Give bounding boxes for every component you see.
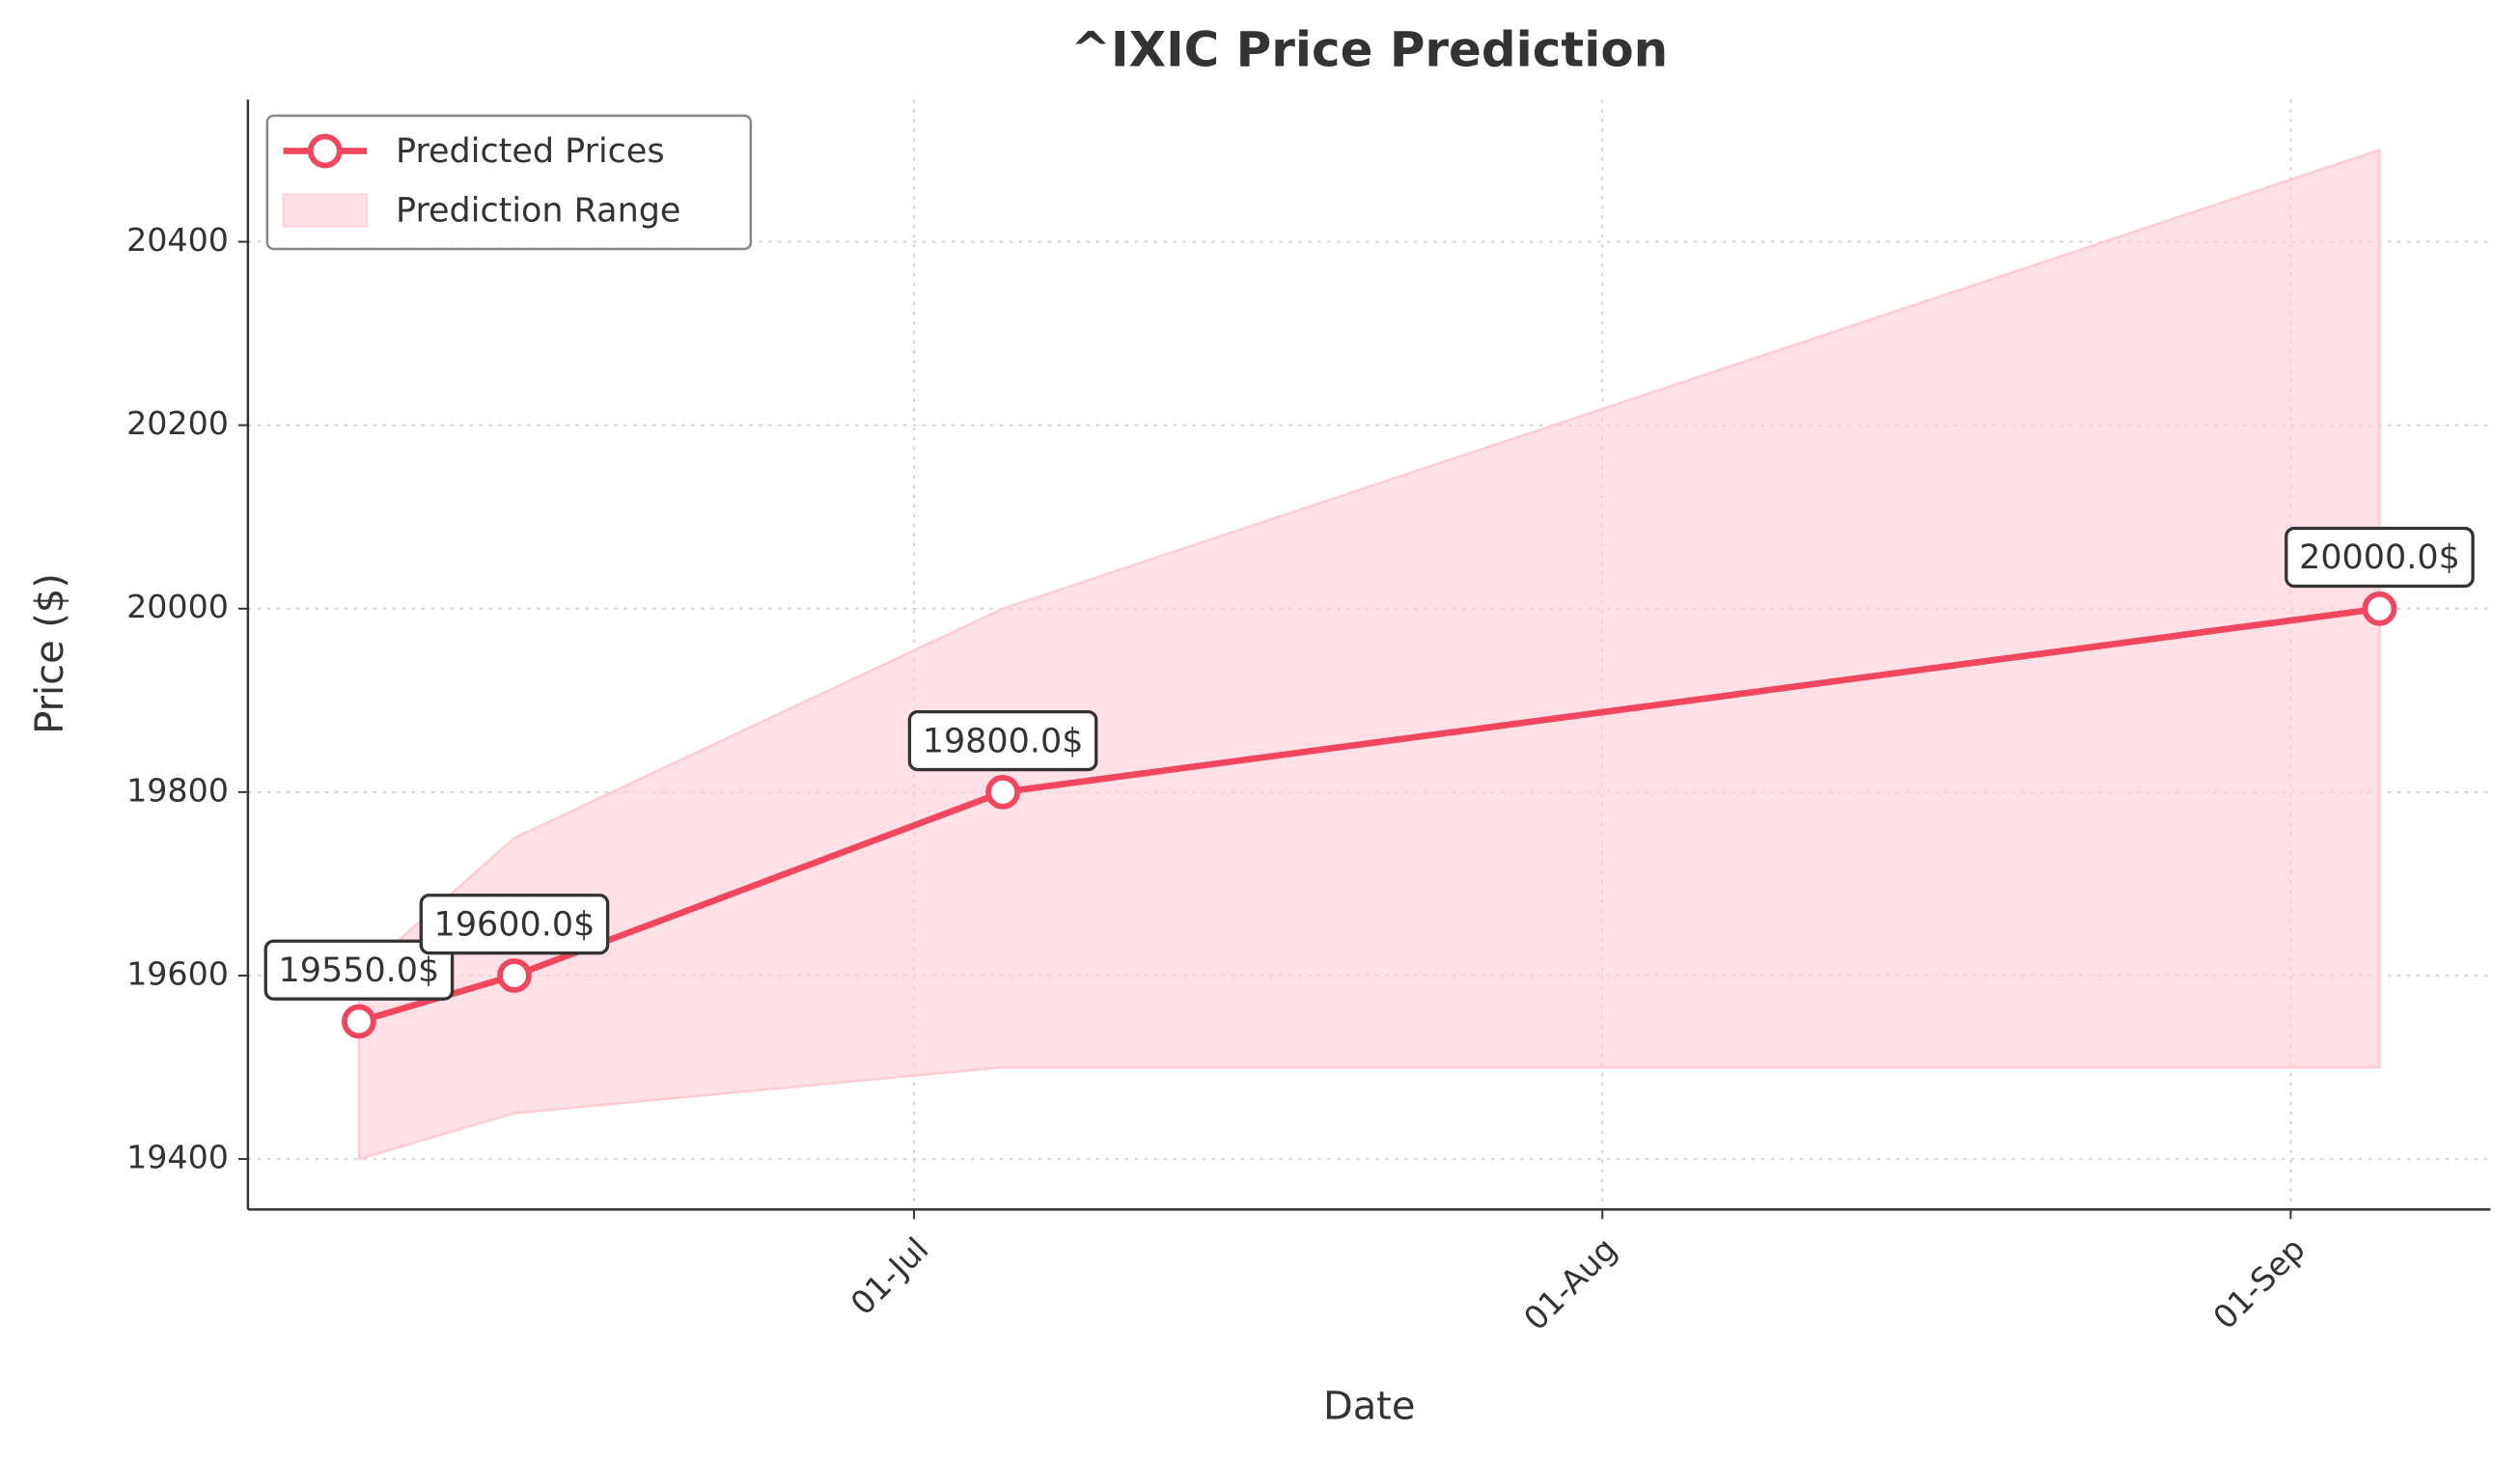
annotation-box bbox=[263, 939, 455, 1001]
annotation-box bbox=[907, 709, 1098, 772]
legend: Predicted Prices Prediction Range bbox=[265, 114, 753, 251]
prediction-range bbox=[357, 148, 2381, 1161]
legend-label: Prediction Range bbox=[396, 192, 680, 231]
legend-marker bbox=[307, 133, 343, 169]
x-tick-label: 01-Jul bbox=[844, 1230, 936, 1323]
legend-label: Predicted Prices bbox=[396, 132, 665, 171]
x-tick-label: 01-Aug bbox=[1516, 1230, 1623, 1337]
legend-swatch bbox=[282, 193, 368, 228]
price-marker bbox=[985, 774, 1020, 810]
value-annotation: 19550.0$ bbox=[263, 939, 455, 1001]
y-tick-label: 19600 bbox=[126, 954, 229, 992]
annotation-box bbox=[2285, 526, 2475, 589]
value-label: 20000.0$ bbox=[2299, 538, 2460, 577]
y-tick-label: 20400 bbox=[126, 221, 229, 259]
annotation-box bbox=[419, 894, 610, 955]
x-tick-label: 01-Sep bbox=[2205, 1230, 2312, 1336]
price-marker bbox=[497, 958, 532, 993]
value-label: 19600.0$ bbox=[434, 905, 595, 944]
chart-title: ^IXIC Price Prediction bbox=[1070, 21, 1668, 77]
legend-box bbox=[265, 114, 753, 251]
x-axis-label: Date bbox=[1323, 1385, 1415, 1429]
y-tick-label: 19800 bbox=[126, 771, 229, 809]
value-label: 19800.0$ bbox=[923, 722, 1084, 760]
value-label: 19550.0$ bbox=[279, 951, 440, 990]
price-marker bbox=[342, 1004, 376, 1039]
price-marker bbox=[2362, 591, 2397, 626]
value-annotation: 19800.0$ bbox=[907, 709, 1098, 772]
y-tick-label: 20200 bbox=[126, 404, 229, 442]
y-tick-label: 19400 bbox=[126, 1139, 229, 1176]
y-tick-label: 20000 bbox=[126, 588, 229, 625]
value-annotation: 20000.0$ bbox=[2285, 526, 2475, 589]
value-annotation: 19600.0$ bbox=[419, 894, 610, 955]
y-axis-label: Price ($) bbox=[28, 573, 72, 734]
